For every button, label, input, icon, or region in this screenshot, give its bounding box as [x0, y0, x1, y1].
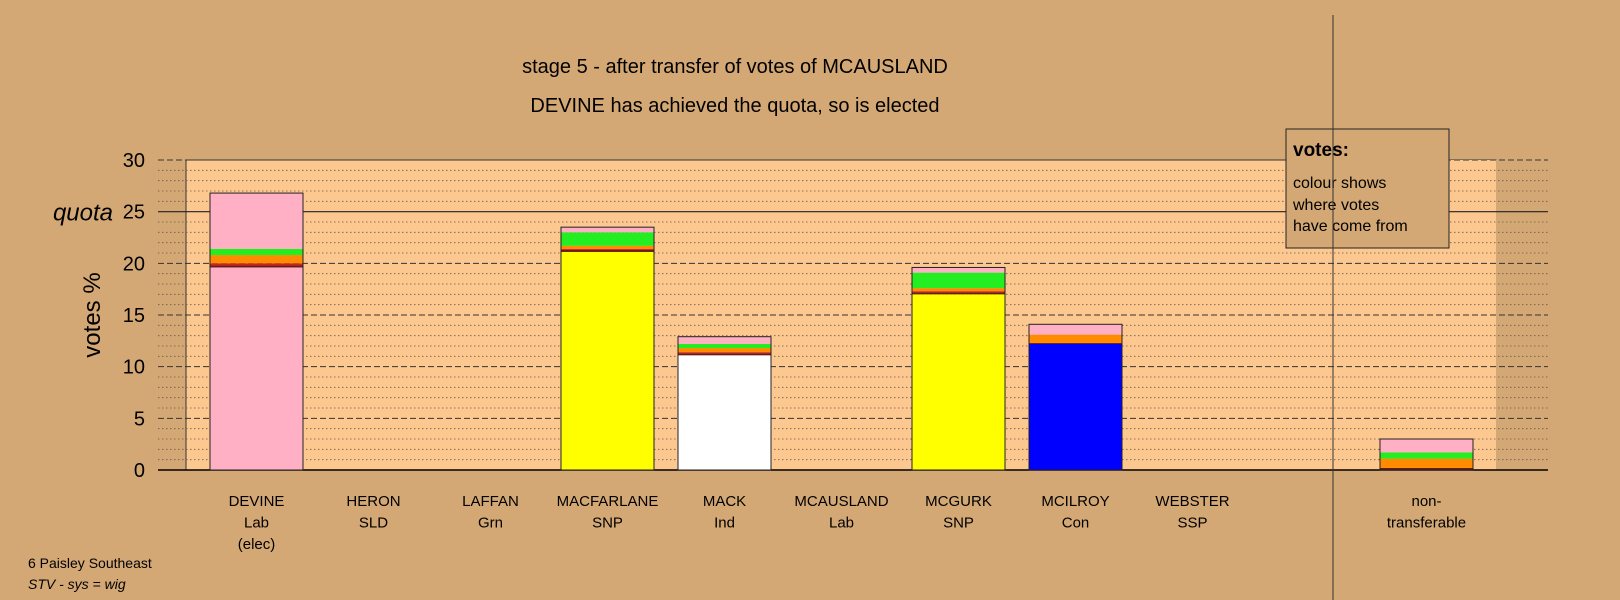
bar-macfarlane	[560, 226, 655, 471]
bar-segment-lab	[210, 193, 303, 249]
y-tick-label: 10	[123, 357, 145, 379]
x-label-webster-name: WEBSTER	[1155, 493, 1229, 510]
y-axis-label: votes %	[79, 272, 106, 357]
bar-segment-sld	[1380, 458, 1473, 468]
bar-segment-other	[912, 292, 1005, 295]
bar-segment-ind	[678, 355, 771, 470]
x-label-mcausland-name: MCAUSLAND	[794, 493, 888, 510]
bar-segment-lab	[561, 227, 654, 233]
x-label-laffan-party: Grn	[478, 515, 503, 532]
y-tick-label: 30	[123, 150, 145, 172]
bar-segment-con	[1029, 343, 1122, 470]
x-label-devine-note: (elec)	[238, 536, 276, 553]
y-tick-labels: 0 5 10 15 20 25 30	[123, 150, 145, 482]
legend-line-2: where votes	[1292, 197, 1379, 214]
legend-line-3: have come from	[1293, 218, 1408, 235]
bar-segment-lab	[1029, 324, 1122, 335]
x-label-mcilroy-name: MCILROY	[1041, 493, 1109, 510]
bar-segment-snp	[561, 251, 654, 470]
x-label-nontransferable: transferable	[1387, 515, 1466, 532]
bar-segment-sld	[561, 245, 654, 249]
bar-segment-lab	[912, 267, 1005, 273]
bar-outline	[677, 336, 772, 471]
bar-segment-other	[561, 249, 654, 252]
x-label-laffan-name: LAFFAN	[462, 493, 519, 510]
x-label-mack-party: Ind	[714, 515, 735, 532]
bar-segment-lab	[210, 267, 303, 470]
bar-segment-grn	[1380, 452, 1473, 459]
x-label-mcausland-party: Lab	[829, 515, 854, 532]
bar-outline	[1028, 323, 1123, 471]
bar-segment-sld	[210, 255, 303, 264]
x-label-nontransferable: non-	[1411, 493, 1441, 510]
bar-nontransferable	[1379, 438, 1474, 471]
legend-line-1: colour shows	[1293, 175, 1386, 192]
x-label-mcgurk-party: SNP	[943, 515, 974, 532]
bar-mcgurk	[911, 266, 1006, 471]
x-label-devine-name: DEVINE	[229, 493, 285, 510]
y-tick-label: 15	[123, 305, 145, 327]
footer-ward: 6 Paisley Southeast	[28, 555, 152, 571]
x-label-macfarlane-party: SNP	[592, 515, 623, 532]
x-label-macfarlane-name: MACFARLANE	[557, 493, 659, 510]
bar-segment-ssp	[912, 291, 1005, 293]
bar-segment-ssp	[210, 263, 303, 266]
x-category-labels: DEVINE Lab (elec) HERON SLD LAFFAN Grn MACFARLA…	[229, 493, 1467, 553]
y-tick-label: 20	[123, 253, 145, 275]
y-tick-label: 0	[134, 460, 145, 482]
bar-segment-ssp	[561, 248, 654, 250]
bar-mcilroy	[1028, 323, 1123, 471]
bar-segment-ssp	[678, 352, 771, 354]
bar-outline	[1379, 438, 1474, 471]
bar-segment-sld	[1029, 334, 1122, 343]
bar-outline	[911, 266, 1006, 471]
x-label-heron-party: SLD	[359, 515, 388, 532]
bar-mack	[677, 336, 772, 471]
legend-box: votes: colour shows where votes have com…	[1285, 128, 1450, 249]
quota-label: quota	[53, 200, 113, 227]
legend-title: votes:	[1293, 140, 1349, 161]
bar-segment-lab	[1380, 439, 1473, 453]
bar-segment-sld	[912, 288, 1005, 292]
bar-segment-other	[1380, 467, 1473, 470]
bar-segment-grn	[912, 272, 1005, 289]
x-label-mcgurk-name: MCGURK	[925, 493, 992, 510]
footer-system: STV - sys = wig	[28, 576, 126, 592]
bar-outline	[209, 192, 304, 471]
bar-segment-snp	[912, 294, 1005, 470]
bar-segment-lab	[678, 336, 771, 344]
bar-devine	[209, 192, 304, 471]
bar-segment-other	[210, 265, 303, 268]
x-label-heron-name: HERON	[346, 493, 400, 510]
bar-outline	[560, 226, 655, 471]
x-label-mack-name: MACK	[703, 493, 746, 510]
bar-segment-other	[678, 353, 771, 356]
bar-segment-grn	[678, 343, 771, 349]
bar-segment-other	[1029, 342, 1122, 344]
y-tick-label: 5	[134, 408, 145, 430]
x-label-mcilroy-party: Con	[1062, 515, 1090, 532]
bars	[209, 192, 1474, 471]
y-tick-label: 25	[123, 202, 145, 224]
bar-segment-sld	[678, 348, 771, 353]
x-label-devine-party: Lab	[244, 515, 269, 532]
bar-segment-grn	[561, 232, 654, 246]
stage-title: stage 5 - after transfer of votes of MCA…	[522, 56, 948, 78]
x-label-webster-party: SSP	[1177, 515, 1207, 532]
bar-segment-grn	[210, 248, 303, 256]
status-subtitle: DEVINE has achieved the quota, so is ele…	[530, 95, 939, 117]
